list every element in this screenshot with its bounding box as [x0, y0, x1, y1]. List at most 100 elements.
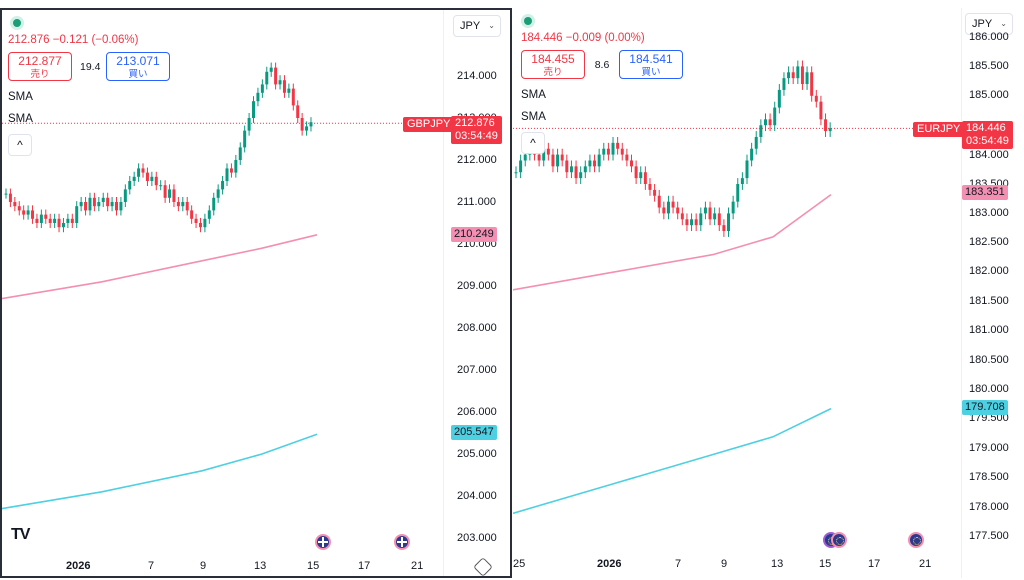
candle-body: [620, 148, 624, 155]
eu-event-icon[interactable]: [831, 532, 847, 548]
last-price-tag: 212.876 03:54:49: [451, 116, 502, 144]
candle-body: [653, 189, 657, 196]
candle-body: [216, 189, 220, 198]
candle-body: [31, 210, 35, 219]
candle-body: [274, 67, 278, 85]
sell-button[interactable]: 184.455 売り: [521, 50, 585, 79]
candle-body: [708, 207, 712, 220]
candle-body: [768, 119, 772, 126]
time-axis-label: 9: [721, 558, 728, 570]
price-axis-label: 177.500: [969, 530, 1009, 542]
eu-event-icon[interactable]: [908, 532, 924, 548]
candle-body: [57, 218, 61, 228]
candle-body: [588, 160, 592, 167]
candle-body: [662, 207, 666, 214]
candle-body: [546, 148, 550, 155]
candle-body: [168, 189, 172, 198]
candle-body: [754, 136, 758, 149]
candle-body: [260, 84, 264, 93]
market-status-icon: [521, 14, 535, 28]
price-axis-label: 209.000: [457, 280, 497, 292]
candle-body: [53, 218, 57, 223]
quote-line: 212.876 −0.121 (−0.06%): [8, 34, 139, 46]
collapse-legend-button[interactable]: ^: [8, 134, 32, 156]
candle-body: [4, 193, 8, 195]
sma-legend-1[interactable]: SMA: [521, 89, 546, 101]
candle-body: [616, 142, 620, 149]
candle-body: [229, 168, 233, 173]
price-axis-label: 178.000: [969, 501, 1009, 513]
buy-button[interactable]: 184.541 買い: [619, 50, 683, 79]
sma-legend-2[interactable]: SMA: [8, 113, 33, 125]
candle-body: [79, 202, 83, 207]
candle-body: [763, 119, 767, 126]
uk-event-icon[interactable]: [394, 534, 410, 550]
candle-body: [305, 126, 309, 131]
candle-body: [172, 189, 176, 202]
price-axis-label: 205.000: [457, 448, 497, 460]
candle-body: [243, 130, 247, 148]
currency-select[interactable]: JPY ⌄: [965, 13, 1013, 35]
candle-body: [212, 197, 216, 211]
candle-body: [115, 202, 118, 211]
buy-button[interactable]: 213.071 買い: [106, 52, 170, 81]
chart-pane-eurjpy[interactable]: 184.446 −0.009 (0.00%) 184.455 売り 8.6 184…: [513, 8, 1024, 578]
candle-body: [128, 181, 132, 190]
currency-select[interactable]: JPY ⌄: [453, 15, 501, 37]
candle-body: [560, 154, 564, 161]
candle-body: [207, 210, 211, 219]
candle-body: [643, 172, 647, 184]
candle-body: [225, 168, 229, 181]
price-axis-label: 211.000: [457, 196, 496, 208]
price-axis-label: 179.500: [969, 412, 1009, 424]
price-axis-label: 186.000: [969, 31, 1009, 43]
chevron-down-icon: ⌄: [488, 21, 495, 30]
candle-body: [123, 189, 127, 202]
candle-body: [717, 213, 721, 226]
candle-body: [97, 202, 101, 207]
candle-body: [190, 210, 194, 219]
candle-body: [159, 185, 163, 187]
candle-body: [611, 142, 615, 155]
chevron-down-icon: ⌄: [1000, 19, 1007, 28]
sma-long-value-tag: 179.708: [962, 400, 1008, 415]
candle-body: [606, 148, 610, 155]
time-axis-label: 2026: [66, 560, 91, 572]
price-axis-label: 182.000: [969, 265, 1009, 277]
chart-pane-gbpjpy[interactable]: 212.876 −0.121 (−0.06%) 212.877 売り 19.4 2…: [0, 8, 512, 578]
candle-body: [176, 202, 180, 207]
candle-body: [671, 201, 675, 208]
last-price-tag: 184.446 03:54:49: [962, 121, 1013, 149]
candle-body: [727, 213, 731, 232]
candle-body: [238, 147, 242, 160]
chart-canvas[interactable]: [513, 8, 1024, 578]
time-axis-label: 13: [254, 560, 267, 572]
candle-body: [61, 223, 65, 228]
candle-body: [181, 202, 185, 207]
candle-body: [198, 223, 202, 228]
bid-ask-panel: 212.877 売り 19.4 213.071 買い: [8, 52, 170, 81]
candle-body: [234, 160, 238, 173]
candle-body: [579, 172, 583, 179]
candle-body: [110, 202, 114, 207]
time-axis-label: 25: [513, 558, 526, 570]
sma-legend-1[interactable]: SMA: [8, 91, 33, 103]
candle-body: [800, 66, 804, 85]
uk-event-icon[interactable]: [315, 534, 331, 550]
candle-body: [291, 88, 295, 106]
collapse-legend-button[interactable]: ^: [521, 132, 545, 154]
sell-button[interactable]: 212.877 売り: [8, 52, 72, 81]
candle-body: [773, 107, 777, 126]
candle-body: [309, 122, 313, 127]
candle-body: [194, 218, 198, 223]
spread-value: 8.6: [594, 58, 610, 71]
chart-canvas[interactable]: [2, 10, 510, 576]
quote-line: 184.446 −0.009 (0.00%): [521, 32, 645, 44]
candle-body: [221, 181, 225, 190]
candle-body: [625, 154, 629, 161]
sma-legend-2[interactable]: SMA: [521, 111, 546, 123]
price-axis-label: 180.000: [969, 383, 1009, 395]
candle-body: [247, 118, 251, 131]
candle-body: [256, 92, 260, 102]
price-axis-label: 185.000: [969, 89, 1009, 101]
